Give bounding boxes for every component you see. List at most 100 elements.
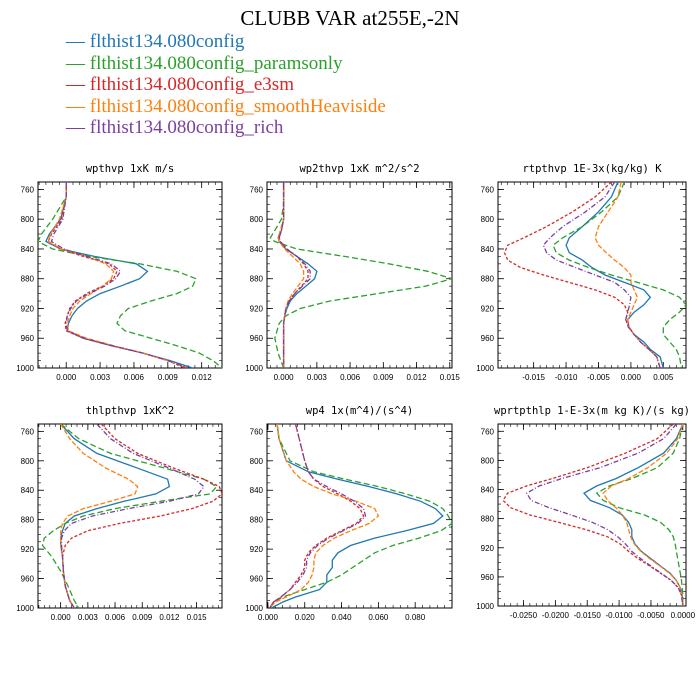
x-tick-label: 0.003 [307,373,328,382]
series-line-3 [269,424,365,608]
subplot-4: thlpthvp 1xK^2 760 800 840 880 920 960 1000 0.00… [16,405,223,622]
series-line-1 [45,182,193,368]
y-tick-label: 760 [481,185,495,194]
x-tick-label: -0.0100 [606,611,634,620]
series-line-5 [60,424,205,608]
legend-swatch: — [66,95,90,117]
subplot-title: rtpthvp 1E-3x(kg/kg) K [522,163,662,175]
x-tick-label: 0.0000 [671,611,696,620]
series-line-5 [525,424,684,606]
y-tick-label: 960 [481,334,495,343]
legend-label: flthist134.080config_e3sm [89,74,294,95]
y-tick-label: 760 [250,185,264,194]
x-tick-label: -0.010 [555,373,578,382]
y-tick-label: 920 [21,545,35,554]
x-tick-label: -0.0200 [542,611,570,620]
y-tick-label: 760 [250,427,264,436]
y-tick-label: 880 [250,275,264,284]
y-tick-label: 760 [21,185,35,194]
series-line-3 [503,182,661,368]
y-tick-label: 840 [21,245,35,254]
x-tick-label: 0.005 [653,373,674,382]
subplot-title: wprtpthlp 1-E-3x(m kg K)/(s kg) [494,405,690,417]
x-tick-label: 0.000 [51,613,72,622]
x-tick-label: 0.000 [274,373,295,382]
series-line-5 [278,182,311,368]
series-line-4 [594,182,661,368]
series-line-2 [269,182,452,368]
x-tick-label: 0.009 [132,613,153,622]
legend-label: flthist134.080config_paramsonly [89,52,343,74]
y-tick-label: 840 [481,486,495,495]
y-tick-label: 1000 [476,602,494,611]
y-tick-label: 960 [21,334,35,343]
legend-swatch: — [66,117,90,138]
subplot-title: thlpthvp 1xK^2 [86,405,175,417]
y-tick-label: 1000 [245,604,263,613]
legend-swatch: — [66,31,90,52]
x-tick-label: 0.040 [332,613,353,622]
x-tick-label: 0.060 [368,613,389,622]
legend-label: flthist134.080config [89,31,245,52]
series-line-5 [269,424,367,608]
series-line-2 [269,424,452,608]
x-tick-label: 0.012 [407,373,428,382]
plot-frame [497,181,687,369]
y-tick-label: 960 [21,575,35,584]
series-line-2 [38,182,222,368]
y-tick-label: 840 [21,486,35,495]
series-line-2 [552,182,686,368]
x-tick-label: 0.015 [440,373,461,382]
x-tick-label: 0.012 [192,373,213,382]
y-tick-label: 800 [21,457,35,466]
x-tick-label: 0.012 [159,613,180,622]
series-line-1 [60,424,171,608]
x-tick-label: 0.003 [90,373,111,382]
x-tick-label: 0.006 [340,373,361,382]
x-tick-label: 0.000 [258,613,279,622]
plot-frame [266,423,453,609]
series-line-1 [565,182,664,368]
series-line-4 [277,182,305,368]
plot-frame [497,423,687,607]
subplot-1: wpthvp 1xK m/s 760 800 840 880 920 960 1000 0.00… [16,163,223,382]
x-tick-label: 0.009 [158,373,179,382]
y-tick-label: 920 [481,544,495,553]
y-tick-label: 1000 [476,364,494,373]
x-tick-label: 0.006 [105,613,126,622]
plot-frame [37,181,223,369]
y-tick-label: 880 [481,275,495,284]
y-tick-label: 880 [481,515,495,524]
series-line-2 [595,424,684,606]
chart-title: CLUBB VAR at255E,-2N [240,6,460,30]
subplot-6: wprtpthlp 1-E-3x(m kg K)/(s kg) 760 800 840… [476,405,695,620]
y-tick-label: 920 [481,304,495,313]
legend-item-paramsonly: — flthist134.080config_paramsonly [66,53,386,75]
y-tick-label: 1000 [16,364,34,373]
subplot-3: rtpthvp 1E-3x(kg/kg) K 760 800 840 880 920 960… [476,163,687,382]
legend-item-config: — flthist134.080config [66,31,386,53]
x-tick-label: -0.0150 [574,611,602,620]
y-tick-label: 920 [21,304,35,313]
subplot-title: wpthvp 1xK m/s [86,163,175,175]
y-tick-label: 960 [250,334,264,343]
y-tick-label: 920 [250,545,264,554]
x-tick-label: -0.0250 [510,611,538,620]
series-line-3 [502,424,684,606]
x-tick-label: 0.006 [124,373,145,382]
x-tick-label: 0.009 [373,373,394,382]
legend-label: flthist134.080config_smoothHeaviside [89,95,386,117]
x-tick-label: 0.020 [295,613,316,622]
y-tick-label: 760 [481,427,495,436]
series-line-4 [269,424,380,608]
y-tick-label: 960 [250,575,264,584]
legend: — flthist134.080config — flthist134.080c… [66,31,386,139]
y-tick-label: 1000 [16,604,34,613]
x-tick-label: 0.000 [621,373,642,382]
x-tick-label: -0.005 [587,373,610,382]
y-tick-label: 800 [250,215,264,224]
y-tick-label: 920 [250,304,264,313]
series-line-4 [602,424,684,606]
y-tick-label: 880 [21,275,35,284]
